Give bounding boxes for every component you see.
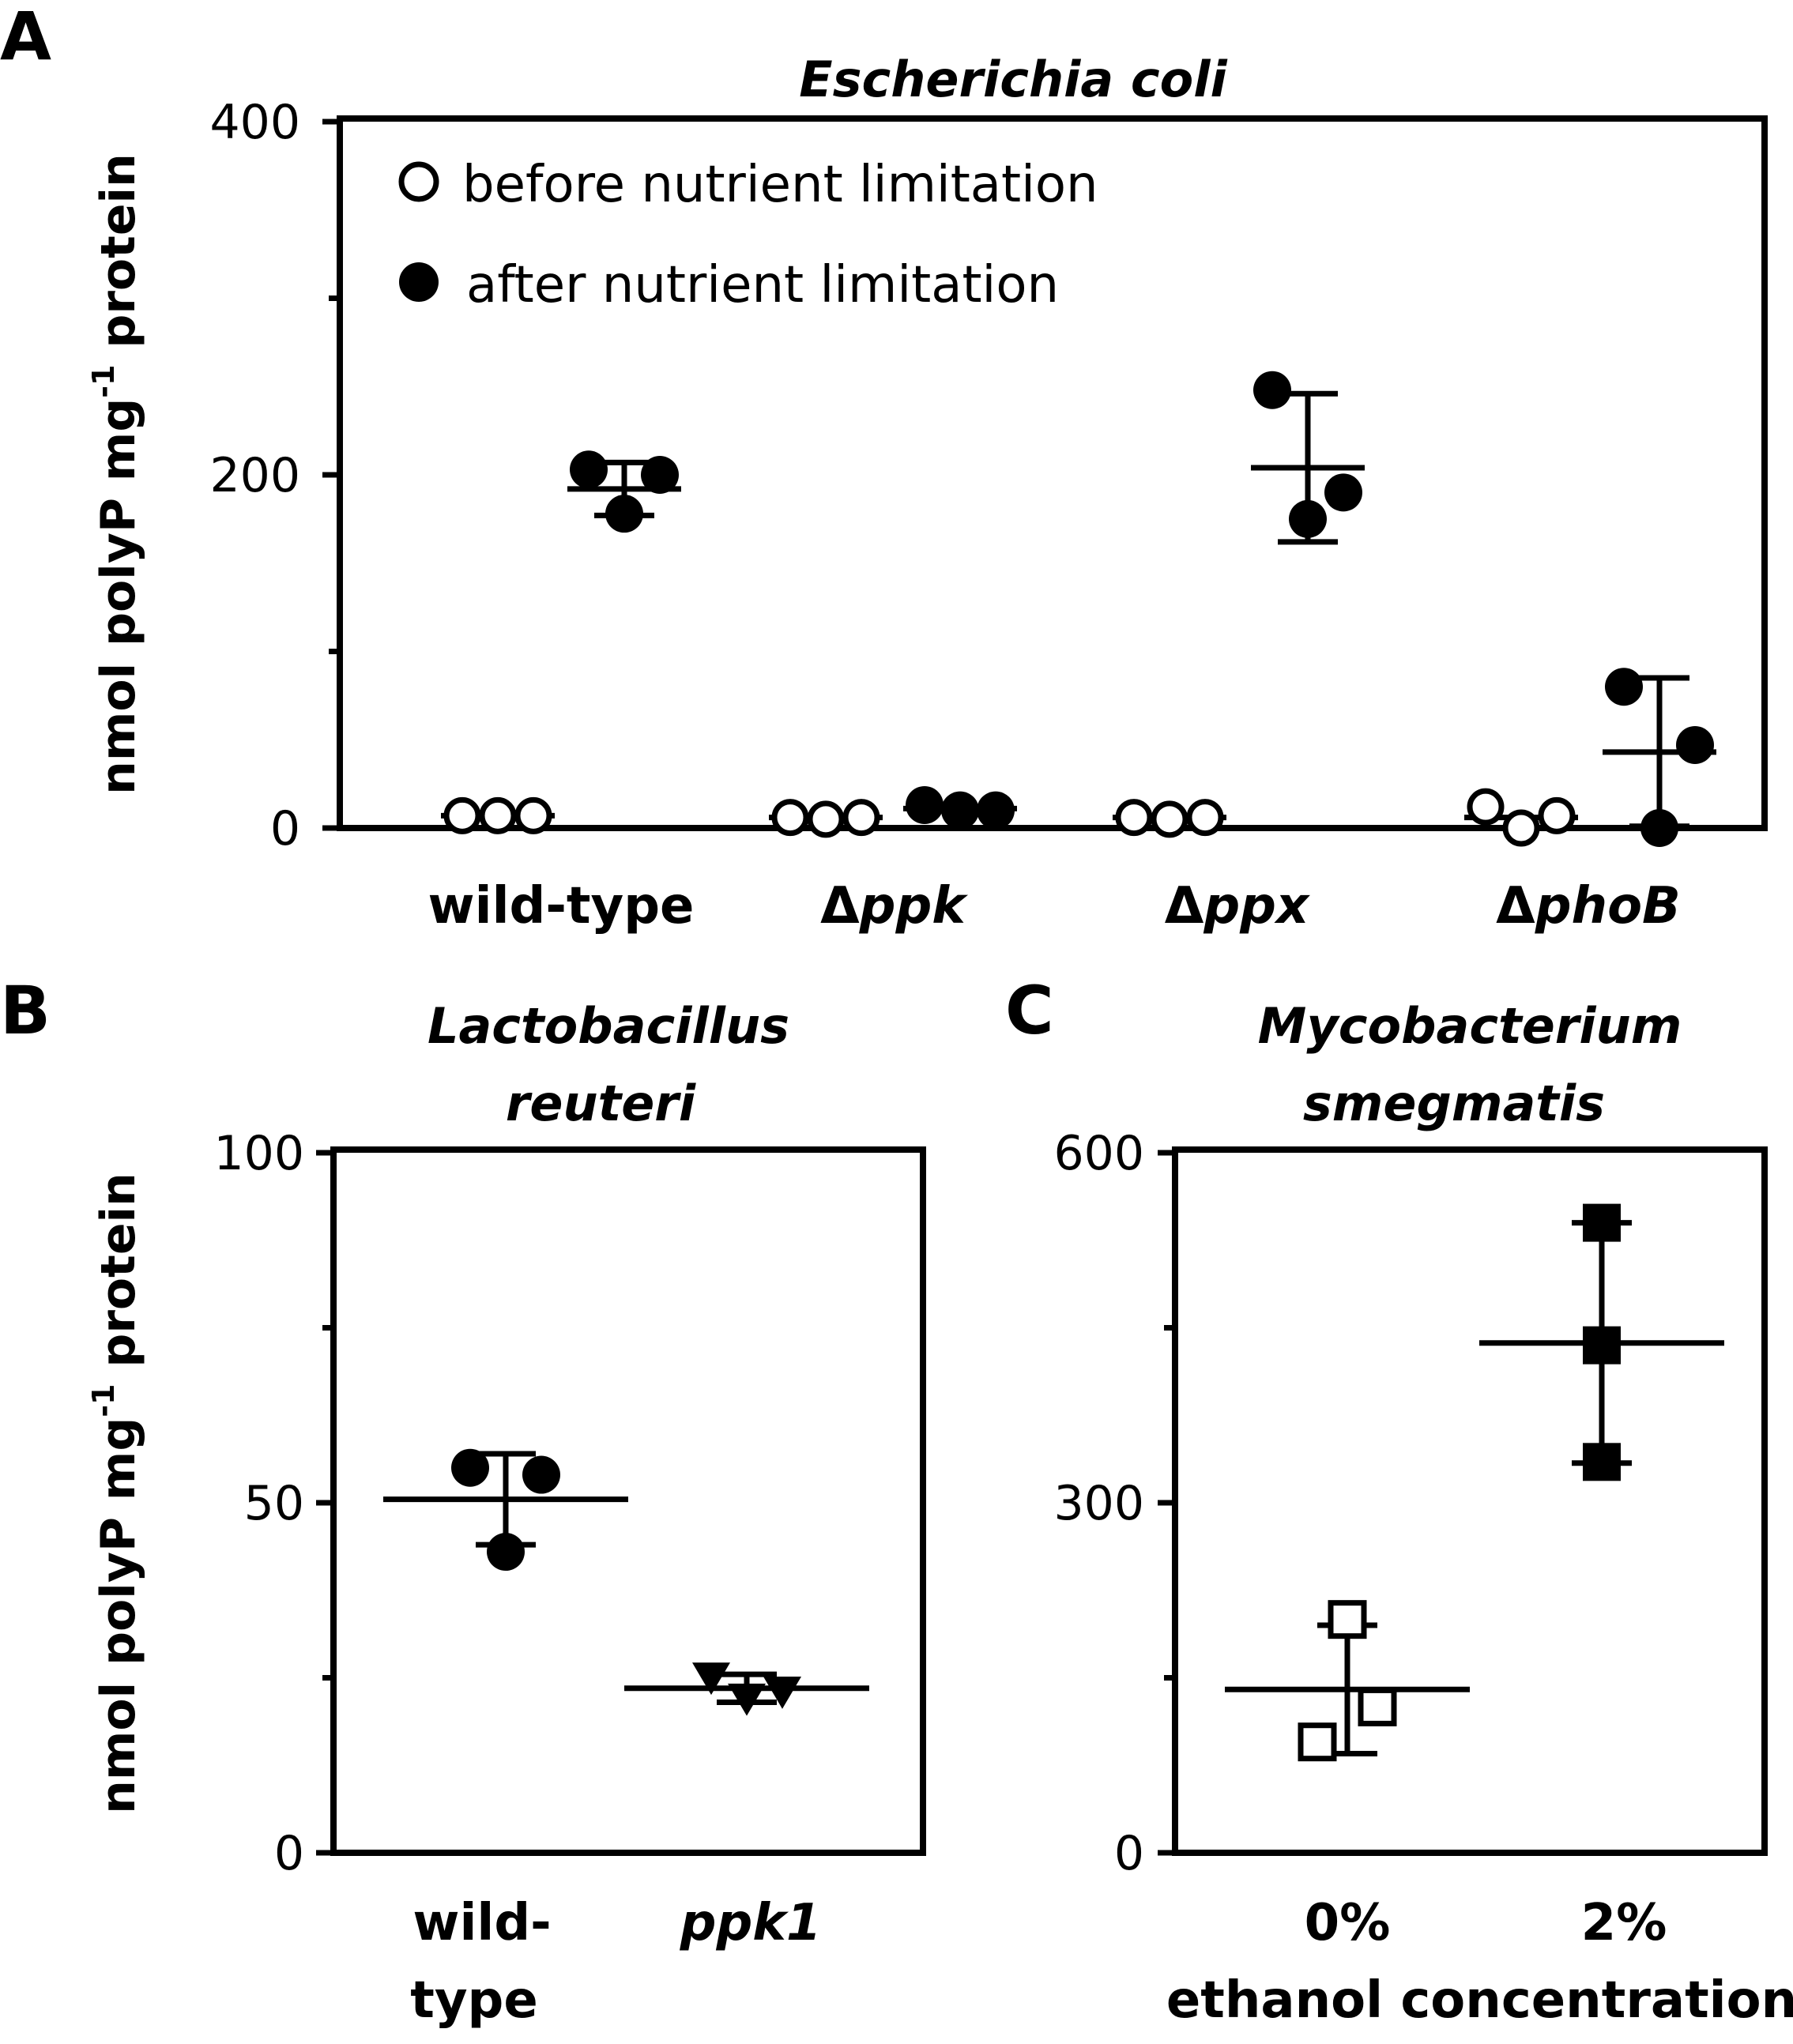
data-point-open-square xyxy=(1358,1687,1397,1726)
panel-a-category-label: Δppk xyxy=(820,877,968,935)
panel-c-category-label: 0% xyxy=(1305,1894,1391,1952)
data-point-open-circle xyxy=(807,800,845,838)
y-tick-label: 100 xyxy=(213,1126,304,1181)
panel-c-title-line-2: smegmatis xyxy=(1303,1075,1605,1132)
y-tick-label: 50 xyxy=(244,1476,304,1531)
y-tick-label: 400 xyxy=(209,95,300,150)
data-point-filled-circle xyxy=(570,450,608,489)
panel-a-data-marks xyxy=(441,371,1716,847)
data-point-open-circle xyxy=(514,796,552,834)
data-point-filled-circle xyxy=(487,1533,525,1572)
data-point-open-circle xyxy=(1186,799,1224,837)
y-tick-label: 0 xyxy=(1114,1826,1144,1881)
panel-b: B Lactobacillus reuteri 0 50 100 nmol poly… xyxy=(0,972,926,2030)
data-point-filled-circle xyxy=(605,495,643,533)
panel-b-title-line-1: Lactobacillus xyxy=(428,997,789,1055)
data-point-filled-circle xyxy=(977,791,1015,830)
data-point-open-circle xyxy=(771,799,809,837)
panel-b-title-line-2: reuteri xyxy=(506,1075,696,1132)
legend-marker-open-circle xyxy=(398,161,439,202)
y-tick-label: 300 xyxy=(1053,1476,1144,1531)
panel-c-x-axis-title: ethanol concentration xyxy=(1166,1971,1793,2030)
data-point-triangle xyxy=(763,1677,801,1709)
panel-b-category-label: type xyxy=(410,1971,538,2030)
data-point-filled-circle xyxy=(1605,668,1643,706)
panel-a-letter: A xyxy=(0,0,51,75)
panel-c-title-line-1: Mycobacterium xyxy=(1258,997,1682,1055)
panel-a: A Escherichia coli 0 200 400 nmol polyP mg… xyxy=(0,0,1768,935)
data-point-filled-circle xyxy=(941,791,979,830)
data-point-open-circle xyxy=(443,796,481,834)
data-point-triangle xyxy=(692,1662,730,1696)
data-point-open-square xyxy=(1298,1722,1337,1762)
data-point-open-circle xyxy=(1502,809,1540,847)
data-point-open-circle xyxy=(1538,796,1576,834)
data-point-filled-circle xyxy=(906,785,944,824)
data-point-filled-circle xyxy=(1253,371,1291,409)
data-point-filled-circle xyxy=(522,1455,560,1494)
data-point-filled-square xyxy=(1583,1326,1621,1365)
panel-c-category-label: 2% xyxy=(1581,1894,1667,1952)
panel-a-title: Escherichia coli xyxy=(799,51,1227,108)
data-point-filled-square xyxy=(1583,1443,1621,1481)
data-point-filled-circle xyxy=(1289,499,1327,538)
panel-a-category-label: Δppx xyxy=(1165,877,1310,935)
panel-a-plot-frame xyxy=(337,115,1768,831)
panel-a-category-labels: wild-type Δppk Δppx ΔphoB xyxy=(428,877,1681,935)
panel-c-y-axis: 0 300 600 xyxy=(1053,1126,1175,1881)
panel-b-category-label: ppk1 xyxy=(680,1894,822,1952)
panel-b-data-marks xyxy=(383,1448,869,1716)
data-point-open-circle xyxy=(479,796,517,834)
panel-a-y-axis: 0 200 400 xyxy=(209,95,340,856)
panel-a-category-label: ΔphoB xyxy=(1496,877,1681,935)
data-point-filled-circle xyxy=(1640,809,1678,847)
panel-a-category-label: wild-type xyxy=(428,877,695,935)
panel-c-letter: C xyxy=(1005,972,1054,1049)
y-tick-label: 600 xyxy=(1053,1126,1144,1181)
panel-b-y-axis: 0 50 100 xyxy=(213,1126,333,1881)
legend-marker-filled-circle xyxy=(399,262,439,302)
data-point-filled-square xyxy=(1583,1203,1621,1242)
data-point-filled-circle xyxy=(1676,725,1714,764)
panel-a-legend: before nutrient limitation after nutrien… xyxy=(398,156,1098,314)
data-point-open-circle xyxy=(1467,788,1505,826)
panel-c-plot-frame xyxy=(1172,1146,1768,1856)
data-point-open-circle xyxy=(1115,799,1153,837)
legend-label-after: after nutrient limitation xyxy=(466,256,1059,314)
data-point-filled-circle xyxy=(1324,473,1362,512)
data-point-open-square xyxy=(1328,1600,1367,1639)
data-point-triangle xyxy=(728,1683,766,1716)
data-point-open-circle xyxy=(842,799,880,837)
y-tick-label: 0 xyxy=(274,1826,304,1881)
y-tick-label: 0 xyxy=(270,801,300,856)
data-point-filled-circle xyxy=(451,1448,489,1487)
panel-a-y-axis-title: nmol polyP mg-1 protein xyxy=(86,153,146,795)
data-point-open-circle xyxy=(1151,800,1188,838)
data-point-filled-circle xyxy=(641,456,679,494)
panel-b-category-label: wild- xyxy=(412,1894,551,1952)
legend-label-before: before nutrient limitation xyxy=(462,156,1098,214)
panel-b-letter: B xyxy=(0,972,51,1049)
panel-b-y-axis-title: nmol polyP mg-1 protein xyxy=(86,1173,146,1814)
panel-c-data-marks xyxy=(1225,1203,1724,1762)
y-tick-label: 200 xyxy=(209,448,300,503)
